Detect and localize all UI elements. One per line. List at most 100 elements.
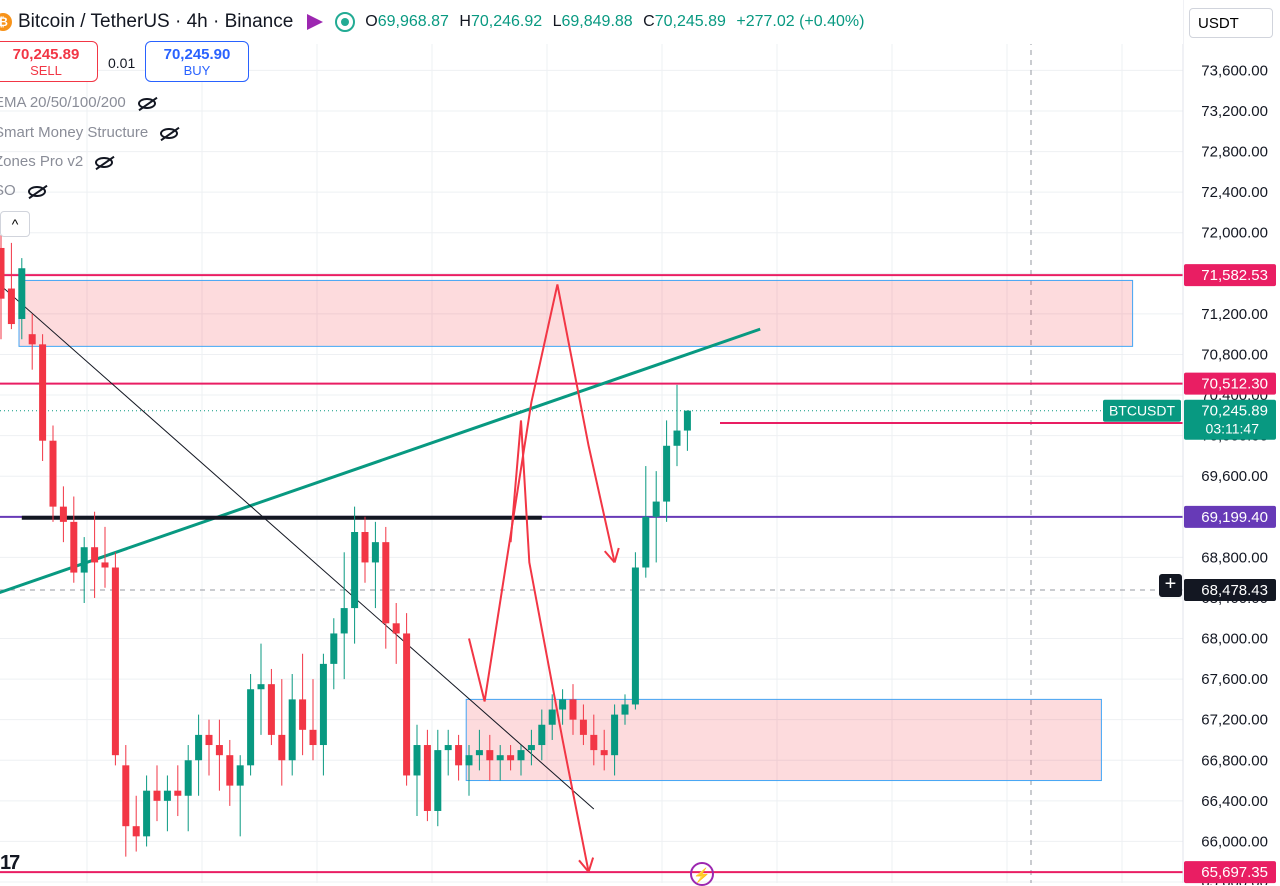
sell-button[interactable]: 70,245.89 SELL bbox=[0, 41, 98, 82]
indicator-ema[interactable]: EMA 20/50/100/200 bbox=[0, 94, 156, 111]
candle-body bbox=[91, 547, 99, 563]
candle-body bbox=[496, 755, 504, 761]
candle-body bbox=[392, 623, 400, 634]
price-tick-label: 72,400.00 bbox=[1201, 184, 1268, 201]
candle-body bbox=[195, 734, 203, 761]
candle-body bbox=[70, 521, 78, 573]
candle-body bbox=[434, 750, 442, 811]
candles bbox=[0, 234, 691, 857]
candle-body bbox=[174, 790, 182, 796]
projection-arrowhead bbox=[613, 547, 620, 563]
eye-off-icon[interactable] bbox=[95, 156, 114, 168]
zone-rect bbox=[465, 698, 1102, 782]
candle-body bbox=[611, 714, 619, 756]
price-tick-label: 67,600.00 bbox=[1201, 671, 1268, 688]
projection-arrowhead bbox=[603, 550, 616, 564]
tradingview-logo: 17 bbox=[0, 852, 20, 874]
price-tick-label: 70,800.00 bbox=[1201, 346, 1268, 363]
zone-rect bbox=[18, 279, 1134, 347]
symbol-title[interactable]: Bitcoin / TetherUS · 4h · Binance bbox=[18, 11, 294, 32]
market-status-icon bbox=[335, 12, 356, 32]
chart-header: ₿ Bitcoin / TetherUS · 4h · Binance O69,… bbox=[0, 0, 1183, 44]
level-label: 69,199.40 bbox=[1201, 509, 1268, 526]
candle-body bbox=[548, 709, 556, 725]
level-label: 71,582.53 bbox=[1201, 267, 1268, 284]
candle-body bbox=[600, 750, 608, 756]
candle-body bbox=[184, 760, 192, 796]
candle-body bbox=[299, 699, 307, 730]
eye-off-icon[interactable] bbox=[160, 127, 179, 139]
bitcoin-icon: ₿ bbox=[0, 13, 12, 31]
eye-off-icon[interactable] bbox=[137, 97, 156, 109]
trendline bbox=[0, 284, 595, 810]
candle-body bbox=[642, 516, 650, 568]
price-tick-label: 72,800.00 bbox=[1201, 144, 1268, 161]
eye-off-icon[interactable] bbox=[27, 185, 46, 197]
level-label-bg bbox=[1184, 505, 1276, 528]
level-label-bg bbox=[1184, 372, 1276, 395]
flag-icon[interactable] bbox=[307, 14, 324, 30]
candle-body bbox=[101, 562, 109, 568]
candle-body bbox=[465, 755, 473, 766]
candle-body bbox=[28, 334, 36, 345]
candle-body bbox=[309, 729, 317, 746]
candle-body bbox=[80, 547, 88, 573]
buy-button[interactable]: 70,245.90 BUY bbox=[145, 41, 249, 82]
candle-body bbox=[257, 684, 265, 690]
candle-body bbox=[205, 734, 213, 746]
candle-body bbox=[319, 663, 327, 746]
candle-body bbox=[236, 765, 244, 786]
candle-body bbox=[683, 410, 691, 431]
price-tick-label: 66,400.00 bbox=[1201, 793, 1268, 810]
quantity-field[interactable]: 0.01 bbox=[108, 55, 136, 71]
indicator-so[interactable]: SO bbox=[0, 182, 46, 199]
price-tick-label: 73,200.00 bbox=[1201, 103, 1268, 120]
collapse-indicators-button[interactable]: ^ bbox=[0, 211, 30, 237]
candle-body bbox=[351, 532, 359, 609]
price-tick-label: 72,000.00 bbox=[1201, 225, 1268, 242]
candle-body bbox=[361, 532, 369, 563]
candle-body bbox=[18, 268, 26, 319]
price-tick-label: 73,600.00 bbox=[1201, 62, 1268, 79]
candle-body bbox=[153, 790, 161, 801]
candle-body bbox=[340, 608, 348, 634]
candle-body bbox=[423, 745, 431, 811]
candle-body bbox=[559, 699, 567, 710]
candle-body bbox=[163, 790, 171, 801]
candle-body bbox=[621, 704, 629, 715]
candle-body bbox=[0, 247, 5, 299]
countdown-label: 03:11:47 bbox=[1206, 421, 1260, 437]
projection-path bbox=[468, 284, 616, 702]
price-tick-label: 66,000.00 bbox=[1201, 833, 1268, 850]
currency-select[interactable]: USDT bbox=[1189, 8, 1273, 38]
candle-body bbox=[215, 745, 223, 756]
candle-body bbox=[143, 790, 151, 837]
candle-body bbox=[444, 745, 452, 751]
candle-body bbox=[403, 633, 411, 776]
current-price-bg bbox=[1184, 399, 1276, 440]
level-label-bg bbox=[1184, 861, 1276, 884]
candle-body bbox=[579, 719, 587, 735]
candle-body bbox=[39, 344, 47, 441]
candle-body bbox=[371, 542, 379, 563]
price-tick-label: 71,200.00 bbox=[1201, 306, 1268, 323]
candle-body bbox=[59, 506, 67, 522]
candle-body bbox=[288, 699, 296, 761]
indicator-smart-money[interactable]: Smart Money Structure bbox=[0, 124, 179, 141]
candle-body bbox=[111, 567, 119, 756]
add-alert-icon[interactable]: + bbox=[1159, 574, 1182, 597]
price-tick-label: 67,200.00 bbox=[1201, 712, 1268, 729]
candle-body bbox=[652, 501, 660, 517]
candle-body bbox=[278, 734, 286, 761]
lightning-icon[interactable]: ⚡ bbox=[690, 862, 714, 886]
candle-body bbox=[132, 826, 140, 837]
candle-body bbox=[267, 684, 275, 735]
candle-body bbox=[663, 445, 671, 502]
level-label: 68,478.43 bbox=[1201, 582, 1268, 599]
price-axis[interactable]: 73,600.00 73,200.00 72,800.00 72,400.00 72,0… bbox=[1182, 0, 1268, 885]
projection-arrowhead bbox=[578, 859, 590, 873]
price-tick-label: 68,800.00 bbox=[1201, 549, 1268, 566]
projection-arrowhead bbox=[587, 857, 595, 873]
indicator-zones[interactable]: Zones Pro v2 bbox=[0, 153, 114, 170]
